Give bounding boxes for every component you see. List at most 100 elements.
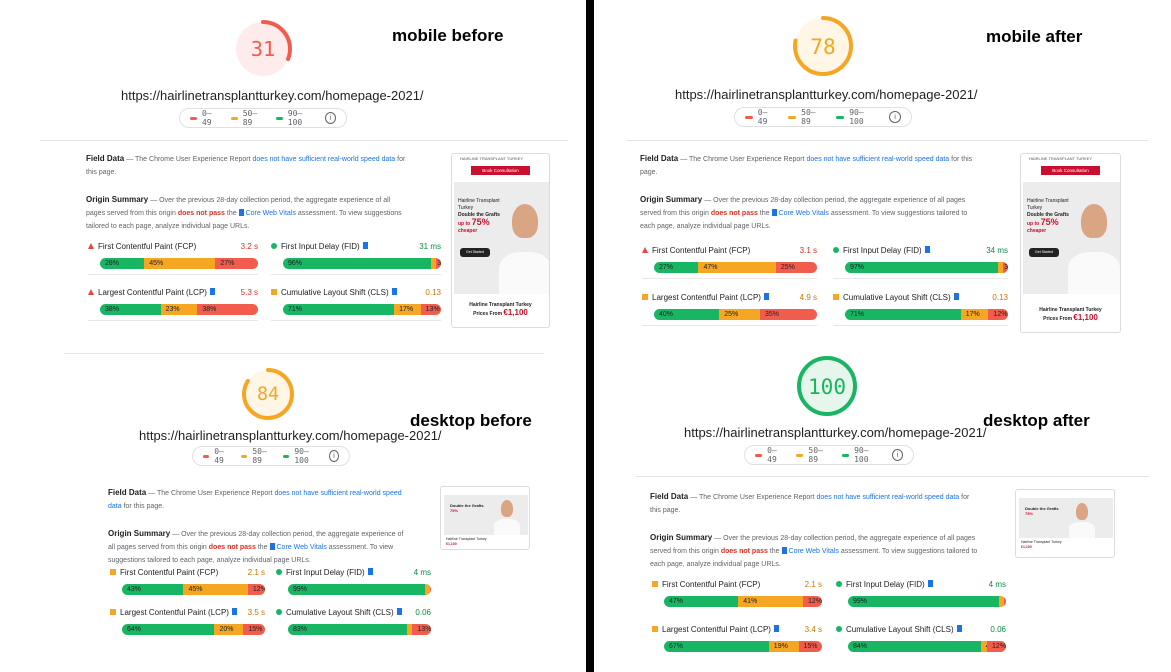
distribution-bar: 43%45%12% bbox=[122, 584, 265, 595]
field-data-tail: for this page. bbox=[640, 156, 973, 176]
field-data-tail: for this page. bbox=[650, 494, 970, 514]
core-web-vitals-link[interactable]: Core Web Vitals bbox=[788, 548, 839, 555]
field-data-tail: for this page. bbox=[123, 503, 165, 510]
thumb-price: €1,100 bbox=[503, 308, 528, 317]
legend-item: 0–49 bbox=[745, 108, 776, 126]
metric-header: First Input Delay (FID) 4 ms bbox=[276, 566, 431, 578]
page-thumbnail: Double the Grafts 75% Hairline Transplant … bbox=[1015, 489, 1115, 558]
origin-summary-label: Origin Summary bbox=[86, 195, 149, 204]
core-web-vital-flag-icon bbox=[956, 624, 962, 632]
thumb-headline-main: Double the Grafts bbox=[1027, 212, 1069, 218]
origin-summary-tail: assessment. To view suggestions tailored… bbox=[650, 548, 978, 568]
legend-label: 0–49 bbox=[201, 109, 212, 127]
needs-improvement-segment bbox=[424, 584, 430, 595]
thumb-headline: Hairline Transplant Turkey Double the Gra… bbox=[458, 198, 510, 235]
metric-separator bbox=[88, 320, 258, 321]
field-data-desc: — The Chrome User Experience Report bbox=[680, 156, 805, 163]
thumb-person-face bbox=[1076, 503, 1088, 520]
origin-summary-desc: — Over the previous 28-day collection pe… bbox=[640, 197, 966, 217]
score-value: 84 bbox=[256, 383, 280, 405]
origin-the: the bbox=[257, 544, 268, 551]
field-data-link[interactable]: does not have sufficient real-world spee… bbox=[108, 490, 402, 510]
legend-label: 90–100 bbox=[287, 109, 303, 127]
core-web-vital-flag-icon bbox=[924, 245, 930, 253]
legend-label: 0–49 bbox=[214, 447, 224, 465]
field-data-link[interactable]: does not have sufficient real-world spee… bbox=[816, 494, 960, 501]
poor-segment: 15% bbox=[243, 624, 265, 635]
metric-value: 4 ms bbox=[988, 579, 1006, 589]
distribution-bar: 99% 1% bbox=[848, 596, 1006, 607]
field-data-link[interactable]: does not have sufficient real-world spee… bbox=[806, 156, 950, 163]
fail-triangle-icon bbox=[88, 243, 94, 249]
page-url[interactable]: https://hairlinetransplantturkey.com/hom… bbox=[139, 428, 442, 443]
thumb-footer-title: Hairline Transplant Turkey bbox=[469, 302, 532, 308]
core-web-vital-flag-icon bbox=[209, 287, 215, 295]
metric-value: 0.06 bbox=[415, 607, 431, 617]
thumb-person-face bbox=[512, 204, 538, 238]
metric-header: Cumulative Layout Shift (CLS) 0.13 bbox=[833, 291, 1008, 303]
good-segment: 84% bbox=[848, 641, 981, 652]
average-square-icon bbox=[833, 294, 839, 300]
page-url[interactable]: https://hairlinetransplantturkey.com/hom… bbox=[684, 425, 987, 440]
field-data-label: Field Data bbox=[650, 492, 689, 501]
score-gauge-ring bbox=[797, 356, 857, 416]
poor-segment: 12% bbox=[987, 641, 1006, 652]
thumb-person-shirt bbox=[499, 252, 549, 294]
needs-improvement-segment: 4% bbox=[980, 641, 988, 652]
field-data-link[interactable]: does not have sufficient real-world spee… bbox=[252, 156, 396, 163]
metric-name: First Contentful Paint (FCP) bbox=[648, 246, 800, 255]
score-gauge-fill bbox=[795, 18, 851, 74]
score-gauge-fill bbox=[799, 358, 855, 414]
core-web-vitals-link[interactable]: Core Web Vitals bbox=[245, 210, 296, 217]
metric-name: Cumulative Layout Shift (CLS) bbox=[277, 287, 425, 297]
metric-name-label: Largest Contentful Paint (LCP) bbox=[98, 287, 207, 297]
metric-value: 0.06 bbox=[990, 624, 1006, 634]
distribution-bar: 99% 1% bbox=[288, 584, 431, 595]
good-segment: 38% bbox=[100, 304, 161, 315]
thumb-offer: up to 75% bbox=[458, 218, 510, 228]
needs-improvement-segment bbox=[999, 596, 1005, 607]
metric-separator bbox=[642, 325, 817, 326]
legend-swatch bbox=[755, 453, 763, 457]
info-icon[interactable]: i bbox=[328, 450, 339, 462]
field-data-tail: for this page. bbox=[86, 156, 406, 176]
legend-item: 90–100 bbox=[836, 108, 877, 126]
metric-value: 34 ms bbox=[986, 245, 1008, 255]
core-web-vital-flag-icon bbox=[773, 624, 779, 632]
thumb-footer: Hairline Transplant Turkey Prices From €1… bbox=[1021, 306, 1120, 323]
poor-segment: 1% bbox=[1004, 596, 1006, 607]
poor-segment: 1% bbox=[429, 584, 431, 595]
pass-dot-icon bbox=[836, 581, 842, 587]
metric-name: Cumulative Layout Shift (CLS) bbox=[282, 607, 415, 617]
legend-label: 0–49 bbox=[767, 446, 777, 464]
origin-summary-tail: assessment. To view suggestions tailored… bbox=[86, 210, 402, 230]
score-gauge-fill bbox=[244, 370, 292, 418]
info-icon[interactable]: i bbox=[325, 112, 336, 124]
thumb-price: €1,100 bbox=[446, 542, 457, 546]
metric-name: Cumulative Layout Shift (CLS) bbox=[839, 292, 992, 302]
good-segment: 67% bbox=[664, 641, 769, 652]
poor-segment: 12% bbox=[988, 309, 1008, 320]
core-web-vitals-link[interactable]: Core Web Vitals bbox=[276, 544, 327, 551]
score-value: 78 bbox=[810, 33, 836, 59]
good-segment: 96% bbox=[283, 258, 432, 269]
fail-triangle-icon bbox=[88, 289, 94, 295]
metric-value: 3.4 s bbox=[804, 624, 822, 634]
core-web-vitals-link[interactable]: Core Web Vitals bbox=[778, 210, 829, 217]
needs-improvement-segment: 45% bbox=[144, 258, 216, 269]
metric-separator bbox=[271, 274, 441, 275]
metric-value: 0.13 bbox=[992, 292, 1008, 302]
page-url[interactable]: https://hairlinetransplantturkey.com/hom… bbox=[121, 88, 424, 103]
thumb-person-face bbox=[1081, 204, 1107, 238]
good-segment: 28% bbox=[100, 258, 145, 269]
score-gauge: 84 bbox=[241, 367, 295, 421]
field-data-desc: — The Chrome User Experience Report bbox=[690, 494, 815, 501]
info-icon[interactable]: i bbox=[891, 449, 903, 461]
thumb-logo: HAIRLINE TRANSPLANT TURKEY bbox=[460, 156, 524, 161]
field-data-label: Field Data bbox=[86, 154, 125, 163]
page-url[interactable]: https://hairlinetransplantturkey.com/hom… bbox=[675, 87, 978, 102]
good-segment: 71% bbox=[845, 309, 961, 320]
score-value: 31 bbox=[250, 37, 276, 61]
average-square-icon bbox=[110, 569, 116, 575]
info-icon[interactable]: i bbox=[889, 111, 901, 123]
